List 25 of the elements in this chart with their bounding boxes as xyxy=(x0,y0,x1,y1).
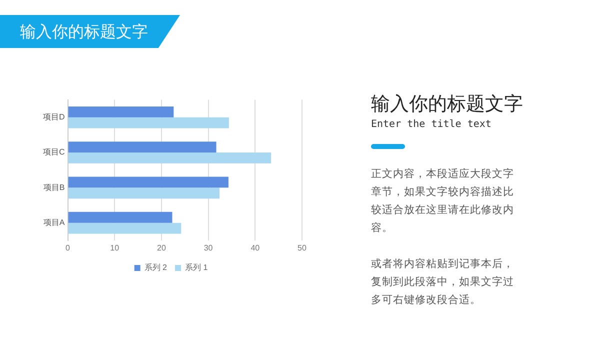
x-tick-label: 10 xyxy=(110,243,120,252)
legend-label: 系列 1 xyxy=(185,263,208,272)
text: Enter the title text xyxy=(371,118,492,132)
legend-label: 系列 2 xyxy=(144,263,168,272)
bar xyxy=(68,212,172,223)
y-tick-label: 项目C xyxy=(42,148,65,157)
x-tick-label: 20 xyxy=(157,243,166,252)
bar xyxy=(68,117,229,128)
chart-title: 输入你的标题文字 xyxy=(20,21,148,43)
x-tick-label: 40 xyxy=(250,243,260,252)
bar xyxy=(68,176,228,188)
x-tick-label: 30 xyxy=(204,243,214,252)
text: 输入你的标题文字 xyxy=(371,92,524,116)
text: 或者将内容粘贴到记事本后，复制到此段落中，如果文字过多可右键修改段合适。 xyxy=(371,257,515,308)
bar xyxy=(68,106,174,118)
bar xyxy=(68,222,182,234)
x-tick-label: 0 xyxy=(66,243,71,252)
bar xyxy=(68,142,216,153)
y-tick-label: 项目B xyxy=(43,182,65,192)
bar xyxy=(68,188,220,199)
text: 正文内容，本段适应大段文字章节，如果文字较内容描述比较适合放在这里请在此修改内容。 xyxy=(371,167,515,236)
y-tick-label: 项目A xyxy=(43,218,66,228)
x-tick-label: 50 xyxy=(298,243,307,252)
y-tick-label: 项目D xyxy=(42,112,65,122)
bar xyxy=(68,152,272,164)
